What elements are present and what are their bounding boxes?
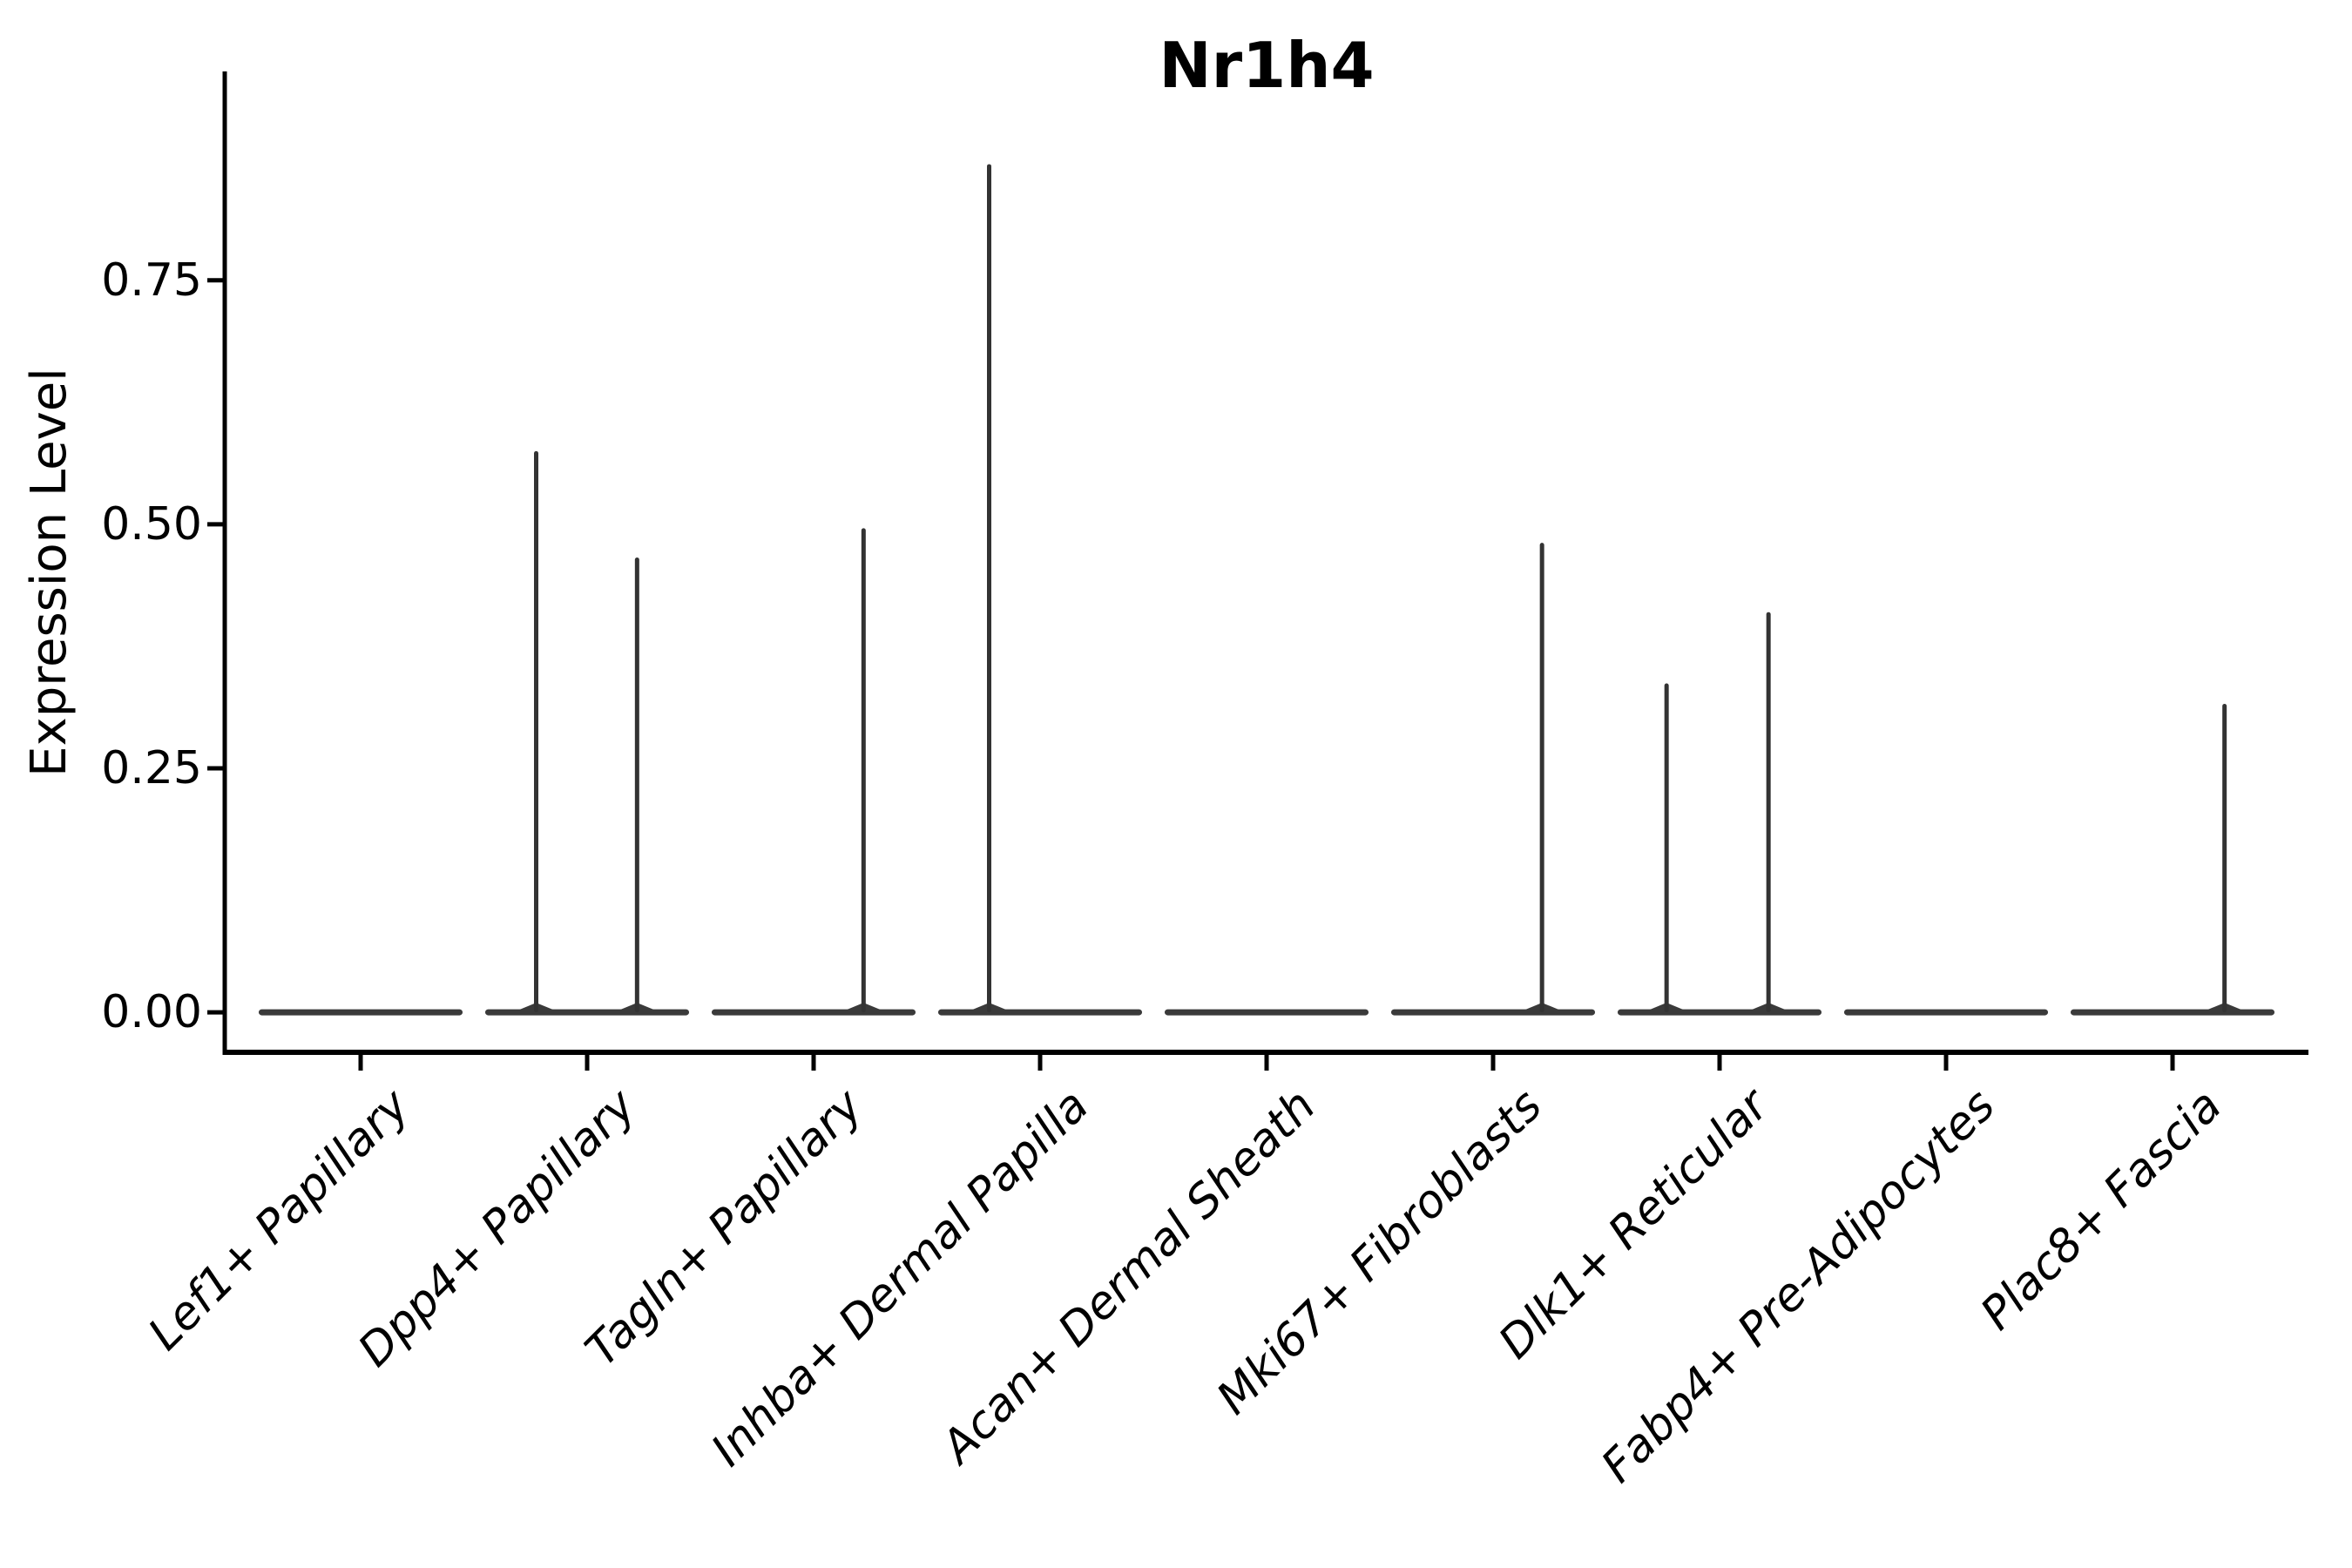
y-tick-label: 0.25 — [101, 741, 202, 794]
y-tick-label: 0.50 — [101, 497, 202, 551]
chart-title: Nr1h4 — [1159, 29, 1375, 102]
y-tick-label: 0.00 — [101, 986, 202, 1039]
y-tick-label: 0.75 — [101, 253, 202, 307]
